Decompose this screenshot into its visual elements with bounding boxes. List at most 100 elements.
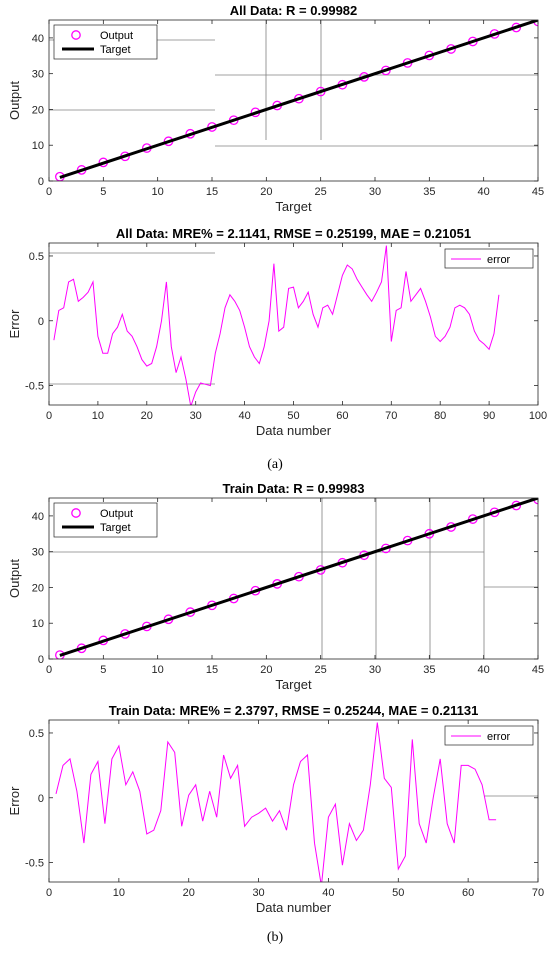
x-tick-label: 20 (141, 410, 153, 422)
legend-target-label: Target (100, 522, 131, 534)
chart-panel-3: Train Data: R = 0.99983 0 5 10 15 20 25 30 35 40 4… (7, 481, 544, 692)
x-tick-label: 50 (287, 410, 299, 422)
x-tick-label: 40 (478, 664, 490, 676)
legend-target-label: Target (100, 44, 131, 56)
y-tick-label: 10 (32, 618, 44, 630)
y-tick-label: 40 (32, 33, 44, 45)
y-tick-label: 0 (38, 316, 44, 328)
x-tick-label: 10 (92, 410, 104, 422)
y-axis-label: Output (7, 559, 22, 598)
legend-box (53, 502, 158, 538)
y-tick-label: 0.5 (29, 251, 44, 263)
chart-panel-2: All Data: MRE% = 2.1141, RMSE = 0.25199,… (7, 226, 547, 438)
legend-output-marker (71, 508, 81, 518)
x-tick-label: 10 (113, 887, 125, 899)
x-tick-label: 30 (252, 887, 264, 899)
y-tick-label: 20 (32, 104, 44, 116)
x-tick-label: 0 (46, 410, 52, 422)
y-tick-label: 0 (38, 654, 44, 666)
x-tick-label: 70 (532, 887, 544, 899)
x-tick-label: 30 (369, 664, 381, 676)
chart-title: All Data: MRE% = 2.1141, RMSE = 0.25199,… (116, 226, 471, 241)
y-axis-label: Error (7, 309, 22, 339)
x-axis-label: Data number (256, 423, 332, 438)
x-tick-label: 70 (385, 410, 397, 422)
x-tick-label: 0 (46, 186, 52, 198)
axes-box (48, 497, 539, 660)
target-line (59, 20, 538, 179)
x-axis-label: Target (275, 677, 312, 692)
x-tick-label: 30 (369, 186, 381, 198)
axes-box (48, 19, 539, 182)
x-tick-label: 5 (100, 186, 106, 198)
y-axis-label: Error (7, 786, 22, 816)
x-tick-label: 0 (46, 664, 52, 676)
plot-area (49, 243, 538, 405)
y-tick-label: 0 (38, 176, 44, 188)
x-tick-label: 25 (315, 664, 327, 676)
x-tick-label: 80 (434, 410, 446, 422)
chart-panel-4: Train Data: MRE% = 2.3797, RMSE = 0.2524… (7, 703, 544, 915)
series-group (55, 722, 497, 882)
x-axis-label: Data number (256, 900, 332, 915)
series-group (53, 245, 500, 405)
x-tick-label: 15 (206, 186, 218, 198)
x-tick-label: 90 (483, 410, 495, 422)
chart-title: All Data: R = 0.99982 (230, 3, 358, 18)
x-tick-label: 20 (260, 664, 272, 676)
caption-b: (b) (267, 930, 284, 945)
x-tick-label: 35 (423, 186, 435, 198)
y-tick-label: 40 (32, 511, 44, 523)
x-tick-label: 30 (190, 410, 202, 422)
error-series-line (55, 722, 497, 882)
x-tick-label: 15 (206, 664, 218, 676)
legend-output-label: Output (100, 30, 133, 42)
series-group (55, 498, 538, 659)
chart-title: Train Data: MRE% = 2.3797, RMSE = 0.2524… (109, 703, 479, 718)
y-tick-label: 0 (38, 793, 44, 805)
legend-error-label: error (487, 731, 511, 743)
plot-area (49, 720, 538, 882)
chart-title: Train Data: R = 0.99983 (223, 481, 365, 496)
legend-output-label: Output (100, 508, 133, 520)
legend: Output Target (53, 24, 158, 60)
legend-error-label: error (487, 254, 511, 266)
y-tick-label: -0.5 (25, 381, 44, 393)
y-tick-label: 30 (32, 547, 44, 559)
legend-output-marker (71, 30, 81, 40)
series-group (55, 20, 538, 181)
x-tick-label: 20 (183, 887, 195, 899)
y-tick-label: 20 (32, 582, 44, 594)
legend: error (444, 248, 534, 269)
chart-panel-1: All Data: R = 0.99982 0 5 10 15 20 25 30 35 40 45 0… (7, 3, 544, 214)
x-tick-label: 40 (478, 186, 490, 198)
x-tick-label: 40 (322, 887, 334, 899)
legend-box (53, 24, 158, 60)
y-tick-label: 30 (32, 69, 44, 81)
x-tick-label: 40 (238, 410, 250, 422)
x-tick-label: 100 (529, 410, 547, 422)
y-tick-label: -0.5 (25, 858, 44, 870)
target-line (59, 498, 538, 657)
x-axis-label: Target (275, 199, 312, 214)
x-tick-label: 60 (336, 410, 348, 422)
legend: error (444, 725, 534, 746)
x-tick-label: 10 (152, 664, 164, 676)
y-tick-label: 0.5 (29, 728, 44, 740)
legend: Output Target (53, 502, 158, 538)
x-tick-label: 0 (46, 887, 52, 899)
x-tick-label: 10 (152, 186, 164, 198)
axes-box (48, 719, 539, 883)
legend-box (444, 725, 534, 746)
x-tick-label: 45 (532, 186, 544, 198)
y-axis-label: Output (7, 81, 22, 120)
y-tick-label: 10 (32, 140, 44, 152)
axes-box (48, 242, 539, 406)
x-tick-label: 35 (423, 664, 435, 676)
error-series-line (53, 245, 500, 405)
legend-box (444, 248, 534, 269)
x-tick-label: 45 (532, 664, 544, 676)
x-tick-label: 50 (392, 887, 404, 899)
caption-a: (a) (267, 457, 283, 472)
